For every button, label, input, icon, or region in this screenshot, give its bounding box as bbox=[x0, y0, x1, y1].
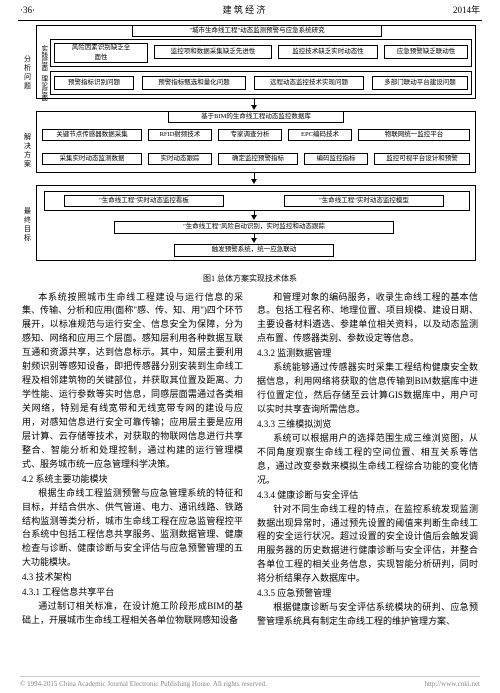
r2b: 预警指标甄选和量化问题 bbox=[142, 76, 246, 90]
r5b: "生命线工程"实时动态监控模型 bbox=[284, 195, 444, 207]
year: 2014年 bbox=[453, 4, 480, 18]
arrow3 bbox=[251, 215, 257, 220]
r6: "生命线工程"风险自动识别，实时监控和动态跟踪 bbox=[114, 221, 394, 234]
r4e: 监控可视平台设计和预警 bbox=[374, 153, 470, 165]
footer-url: http://www.cnki.net bbox=[424, 679, 480, 690]
subsection-heading: 4.3.5 应急预警管理 bbox=[257, 587, 478, 601]
page-number: ·36· bbox=[20, 4, 35, 18]
r1b: 监控项和数据采集缺乏先进性 bbox=[154, 45, 272, 59]
para: 和管理对象的编码服务，收录生命线工程的基本信息。包括工程名称、地理位置、项目规模… bbox=[257, 291, 478, 347]
para: 系统能够通过传感器实时采集工程结构健康安全数据信息，利用网络将获取的信息传输到B… bbox=[257, 361, 478, 417]
r1d: 应急预警缺乏联动性 bbox=[384, 45, 468, 59]
r2c: 远程动态监控技术实现问题 bbox=[254, 76, 364, 90]
row1-label: 分析问题 bbox=[22, 55, 33, 91]
r3e: 物联网统一监控平台 bbox=[358, 129, 470, 141]
top-box: "城市生命线工程"动态监测预警与应急系统研究 bbox=[132, 25, 382, 37]
para: 针对不同生命线工程的特点，在监控系统发现监测数据出现异常时，通过预先设置的阈值来… bbox=[257, 503, 478, 587]
header-rule bbox=[18, 20, 482, 21]
row2-label: 解决方案 bbox=[22, 133, 33, 169]
page-footer: © 1994-2015 China Academic Journal Elect… bbox=[20, 676, 480, 690]
r5a: "生命线工程"实时动态监控看板 bbox=[64, 195, 224, 207]
page-header: ·36· 建 筑 经 济 2014年 bbox=[0, 0, 500, 20]
r1a: 风险因素识别缺乏全面性 bbox=[54, 43, 148, 63]
section-heading: 4.2 系统主要功能模块 bbox=[22, 473, 243, 487]
r3b: RFID射频技术 bbox=[148, 129, 212, 141]
section-heading: 4.3 技术架构 bbox=[22, 571, 243, 585]
flowchart-diagram: 分析问题 实践层面 理论层面 "城市生命线工程"动态监测预警与应急系统研究 风险… bbox=[24, 27, 476, 269]
figure-caption: 图1 总体方案实现技术体系 bbox=[0, 273, 500, 285]
para: 本系统按照城市生命线工程建设与运行信息的采集、传输、分析和应用(面称"感、传、知… bbox=[22, 291, 243, 472]
r2a: 预警指标识别问题 bbox=[54, 76, 134, 90]
r7: 触发预警系统，统一应急联动 bbox=[174, 244, 334, 257]
subsection-heading: 4.3.1 工程信息共享平台 bbox=[22, 586, 243, 600]
r1c: 监控技术缺乏实时动态性 bbox=[278, 45, 378, 59]
subsection-heading: 4.3.4 健康诊断与安全评估 bbox=[257, 489, 478, 503]
subsection-heading: 4.3.3 三维模拟浏览 bbox=[257, 418, 478, 432]
arrow1 bbox=[251, 105, 257, 110]
r3c: 专家调查分析 bbox=[218, 129, 282, 141]
para: 根据生命线工程监测预警与应急管理系统的特征和目标，并结合供水、供气管道、电力、通… bbox=[22, 487, 243, 571]
subsection-heading: 4.3.2 监测数据管理 bbox=[257, 347, 478, 361]
para: 系统可以根据用户的选择范围生成三维浏览图，从不同角度观察生命线工程的空间位置、相… bbox=[257, 432, 478, 488]
row3-label: 最终目标 bbox=[22, 207, 33, 243]
copyright: © 1994-2015 China Academic Journal Elect… bbox=[20, 679, 267, 690]
mid-box: 基于BIM的生命线工程动态监控数据库 bbox=[168, 111, 344, 123]
para: 根据健康诊断与安全评估系统模块的研判、应急预警管理系统具有制定生命线工程的维护管… bbox=[257, 601, 478, 629]
r4a: 采集实时动态监测数据 bbox=[42, 153, 142, 165]
r4c: 确定监控预警指标 bbox=[218, 153, 298, 165]
article-body: 本系统按照城市生命线工程建设与运行信息的采集、传输、分析和应用(面称"感、传、知… bbox=[0, 291, 500, 630]
arrow2 bbox=[251, 179, 257, 184]
r3d: EPC编码技术 bbox=[288, 129, 352, 141]
r4b: 实时动态跟踪 bbox=[148, 153, 212, 165]
r3a: 关键节点传感器数据采集 bbox=[42, 129, 142, 141]
arrow4 bbox=[251, 238, 257, 243]
r4d: 编码监控指标 bbox=[304, 153, 368, 165]
r2d: 多部门联动平台建设问题 bbox=[372, 76, 468, 90]
journal-title: 建 筑 经 济 bbox=[223, 4, 266, 18]
para: 通过制订相关标准，在设计施工阶段形成BIM的基础上，开展城市生命线工程相关各单位… bbox=[22, 600, 243, 628]
